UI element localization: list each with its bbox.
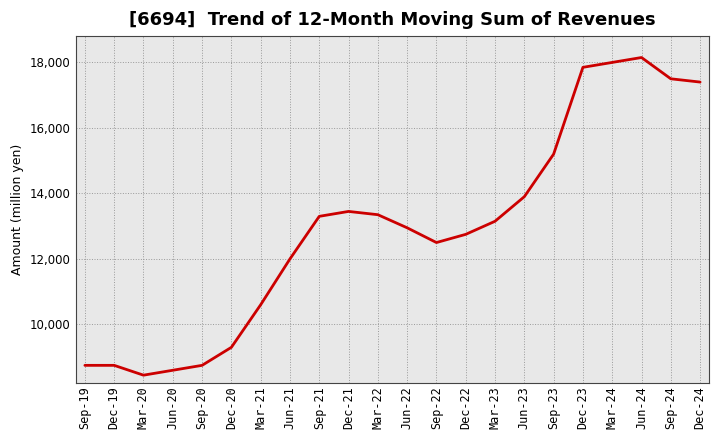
Y-axis label: Amount (million yen): Amount (million yen) [11,144,24,275]
Title: [6694]  Trend of 12-Month Moving Sum of Revenues: [6694] Trend of 12-Month Moving Sum of R… [129,11,656,29]
